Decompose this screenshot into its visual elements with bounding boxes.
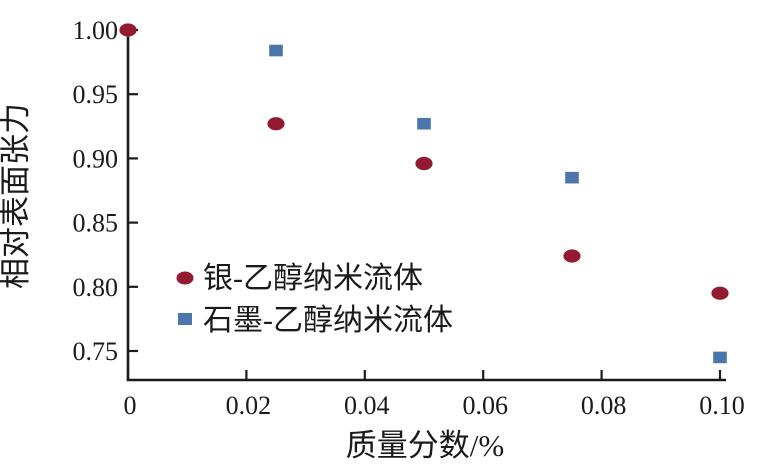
legend-label-silver: 银-乙醇纳米流体 [203, 262, 423, 295]
y-tick-label: 0.95 [73, 80, 119, 109]
y-tick-label: 0.80 [73, 273, 119, 302]
data-point-1 [269, 44, 283, 57]
x-tick-label: 0.06 [462, 391, 508, 420]
y-tick-label: 0.90 [73, 144, 119, 173]
legend: 银-乙醇纳米流体 石墨-乙醇纳米流体 [176, 262, 453, 337]
x-axis-label: 质量分数/% [346, 428, 504, 463]
data-point-0 [711, 286, 729, 300]
axes-layer: 1.00 0.95 0.90 0.85 0.80 0.750 0.02 0.04 0.06 0.0… [73, 16, 745, 420]
x-tick-label: 0 [124, 391, 137, 420]
data-point-1 [713, 351, 727, 364]
x-tick-label: 0.04 [344, 391, 390, 420]
data-point-1 [565, 171, 579, 184]
data-point-0 [415, 156, 433, 171]
data-point-0 [119, 23, 137, 37]
y-tick-label: 0.85 [73, 209, 119, 238]
x-tick-label: 0.10 [699, 391, 745, 420]
legend-marker-graphite-square-icon [178, 313, 192, 325]
data-point-0 [563, 249, 581, 263]
y-tick-label: 0.75 [73, 337, 119, 366]
legend-label-graphite: 石墨-乙醇纳米流体 [203, 304, 453, 337]
x-tick-label: 0.02 [226, 391, 272, 420]
data-point-1 [417, 117, 431, 130]
data-points-layer [119, 23, 729, 364]
y-tick-label: 1.00 [73, 16, 119, 45]
legend-marker-silver-circle-icon [176, 271, 194, 285]
y-axis-label: 相对表面张力 [0, 103, 33, 289]
data-point-0 [267, 117, 285, 131]
x-tick-label: 0.08 [581, 391, 627, 420]
